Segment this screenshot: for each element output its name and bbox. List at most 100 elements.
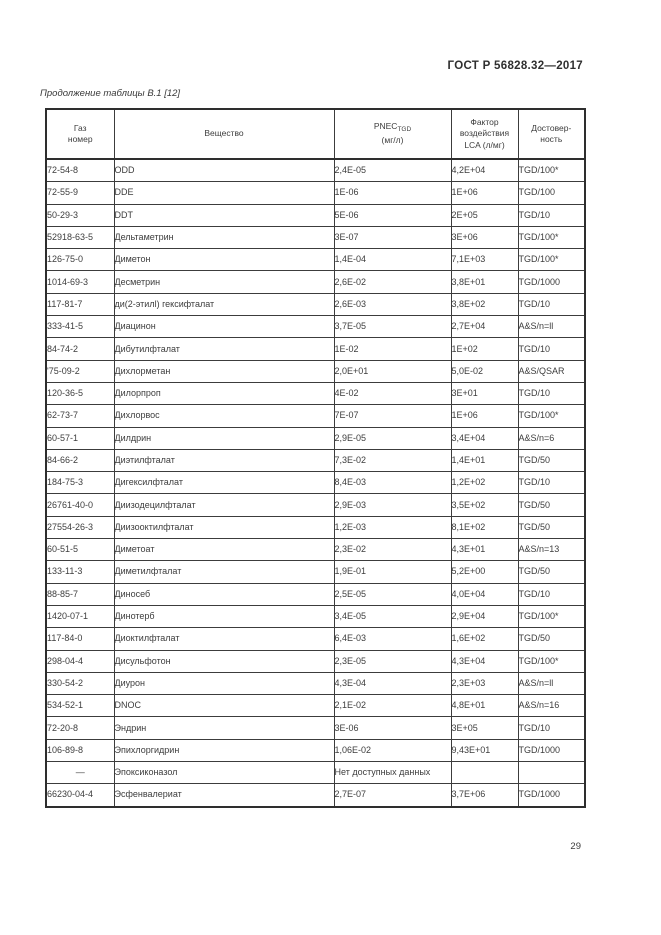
cas-number-cell: 72-55-9	[45, 181, 115, 205]
pnec-value-cell: 1E-02	[333, 337, 452, 361]
lca-factor-cell: 3,7E+06	[450, 783, 519, 808]
substance-cell: Эндрин	[113, 716, 335, 740]
substance-cell: Дихлорметан	[113, 359, 335, 383]
confidence-cell: TGD/100*	[517, 248, 586, 272]
pnec-value-cell: 2,3E-02	[333, 538, 452, 562]
pnec-value-cell: 2,1E-02	[333, 694, 452, 718]
confidence-cell: TGD/1000	[517, 270, 586, 294]
table-row: 26761-40-0 Диизодецилфталат 2,9E-03 3,5E…	[45, 493, 586, 517]
cas-number-cell: 52918-63-5	[45, 225, 115, 250]
confidence-cell: TGD/100*	[517, 649, 586, 673]
substance-cell: Диносеб	[113, 582, 335, 606]
substance-cell: DDE	[113, 181, 335, 205]
substance-cell: Дельтаметрин	[113, 225, 335, 250]
pnec-value-cell: 3E-06	[333, 716, 452, 740]
lca-factor-cell: 9,43E+01	[450, 738, 519, 763]
table-row: 66230-04-4 Эсфенвалериат 2,7E-07 3,7E+06…	[45, 783, 586, 808]
table-row: 126-75-0 Диметон 1,4E-04 7,1E+03 TGD/100…	[45, 248, 586, 272]
substance-cell: Эпоксиконазол	[113, 761, 335, 785]
cas-number-cell: 66230-04-4	[45, 783, 115, 808]
cas-number-cell: 117-81-7	[45, 292, 115, 317]
lca-factor-cell: 3E+01	[450, 381, 519, 406]
substance-cell: DNOC	[113, 694, 335, 718]
page-number: 29	[570, 841, 581, 852]
lca-factor-cell: 3E+06	[450, 225, 519, 250]
lca-factor-cell: 3,4E+04	[450, 426, 519, 450]
table-row: 106-89-8 Эпихлоргидрин 1,06E-02 9,43E+01…	[45, 738, 586, 763]
table-header: Газ номер Вещество PNECTGD (мг/л) Фактор…	[45, 108, 586, 160]
substance-cell: Диизооктилфталат	[113, 515, 335, 540]
confidence-cell: TGD/100*	[517, 404, 586, 428]
confidence-cell: TGD/1000	[517, 783, 586, 808]
confidence-cell: TGD/10	[517, 292, 586, 317]
pnec-value-cell: 2,3E-05	[333, 649, 452, 673]
header-cell-gas-number: Газ номер	[45, 108, 115, 160]
lca-factor-cell: 3,5E+02	[450, 493, 519, 517]
pnec-unit: (мг/л)	[381, 135, 404, 146]
substance-cell: ODD	[113, 158, 335, 183]
header-cell-pnec: PNECTGD (мг/л)	[333, 108, 452, 160]
pnec-value-cell: 2,6E-03	[333, 292, 452, 317]
confidence-cell: TGD/50	[517, 515, 586, 540]
table-row: 1014-69-3 Десметрин 2,6E-02 3,8E+01 TGD/…	[45, 270, 586, 294]
confidence-cell: A&S/QSAR	[517, 359, 586, 383]
pnec-value-cell: 1,2E-03	[333, 515, 452, 540]
lca-factor-label: Фактор воздействия LCA (л/мг)	[459, 116, 510, 150]
cas-number-cell: 62-73-7	[45, 404, 115, 428]
table-row: — Эпоксиконазол Нет доступных данных	[45, 761, 586, 785]
gas-number-label: Газ номер	[67, 122, 93, 144]
substance-cell: Эсфенвалериат	[113, 783, 335, 808]
table-row: 72-55-9 DDE 1E-06 1E+06 TGD/100	[45, 181, 586, 205]
pnec-value-cell: 2,4E-05	[333, 158, 452, 183]
confidence-cell: TGD/10	[517, 337, 586, 361]
lca-factor-cell: 4,8E+01	[450, 694, 519, 718]
pnec-value-cell: 1,4E-04	[333, 248, 452, 272]
table-row: 60-57-1 Дилдрин 2,9E-05 3,4E+04 A&S/n=6	[45, 426, 586, 450]
lca-factor-cell: 2,3E+03	[450, 671, 519, 696]
table-row: '75-09-2 Дихлорметан 2,0E+01 5,0E-02 A&S…	[45, 359, 586, 383]
confidence-cell: A&S/n=6	[517, 426, 586, 450]
confidence-cell	[517, 761, 586, 785]
lca-factor-cell: 1E+02	[450, 337, 519, 361]
confidence-cell: TGD/100*	[517, 158, 586, 183]
table-row: 50-29-3 DDT 5E-06 2E+05 TGD/10	[45, 203, 586, 227]
substance-cell: Диурон	[113, 671, 335, 696]
table-row: 60-51-5 Диметоат 2,3E-02 4,3E+01 A&S/n=1…	[45, 538, 586, 562]
pnec-value-cell: 2,6E-02	[333, 270, 452, 294]
lca-factor-cell: 1,6E+02	[450, 627, 519, 651]
cas-number-cell: 106-89-8	[45, 738, 115, 763]
lca-factor-cell: 3,8E+01	[450, 270, 519, 294]
pnec-value-cell: 1,9E-01	[333, 560, 452, 584]
cas-number-cell: 50-29-3	[45, 203, 115, 227]
pnec-value-cell: 8,4E-03	[333, 471, 452, 495]
confidence-cell: TGD/50	[517, 627, 586, 651]
table-row: 534-52-1 DNOC 2,1E-02 4,8E+01 A&S/n=16	[45, 694, 586, 718]
cas-number-cell: 27554-26-3	[45, 515, 115, 540]
pnec-value-cell: 4E-02	[333, 381, 452, 406]
confidence-label: Достовер- ность	[531, 122, 572, 144]
lca-factor-cell: 1E+06	[450, 404, 519, 428]
pnec-value-cell: 2,7E-07	[333, 783, 452, 808]
confidence-cell: TGD/10	[517, 471, 586, 495]
substance-cell: DDT	[113, 203, 335, 227]
confidence-cell: TGD/1000	[517, 738, 586, 763]
table-row: 1420-07-1 Динотерб 3,4E-05 2,9E+04 TGD/1…	[45, 604, 586, 629]
header-cell-confidence: Достовер- ность	[517, 108, 586, 160]
pnec-value-cell: 3,7E-05	[333, 315, 452, 339]
table-row: 84-66-2 Диэтилфталат 7,3E-02 1,4E+01 TGD…	[45, 448, 586, 473]
pnec-subscript: TGD	[397, 126, 412, 134]
pnec-value-cell: 1E-06	[333, 181, 452, 205]
pnec-value-cell: 7,3E-02	[333, 448, 452, 473]
substance-cell: Дисульфотон	[113, 649, 335, 673]
confidence-cell: TGD/100*	[517, 225, 586, 250]
table-row: 298-04-4 Дисульфотон 2,3E-05 4,3E+04 TGD…	[45, 649, 586, 673]
pnec-value-cell: 2,9E-03	[333, 493, 452, 517]
cas-number-cell: 126-75-0	[45, 248, 115, 272]
header-cell-lca-factor: Фактор воздействия LCA (л/мг)	[450, 108, 519, 160]
table-row: 88-85-7 Диносеб 2,5E-05 4,0E+04 TGD/10	[45, 582, 586, 606]
confidence-cell: A&S/n=13	[517, 538, 586, 562]
lca-factor-cell: 4,3E+01	[450, 538, 519, 562]
pnec-value-cell: 4,3E-04	[333, 671, 452, 696]
substance-cell: Диоктилфталат	[113, 627, 335, 651]
substance-cell: Эпихлоргидрин	[113, 738, 335, 763]
